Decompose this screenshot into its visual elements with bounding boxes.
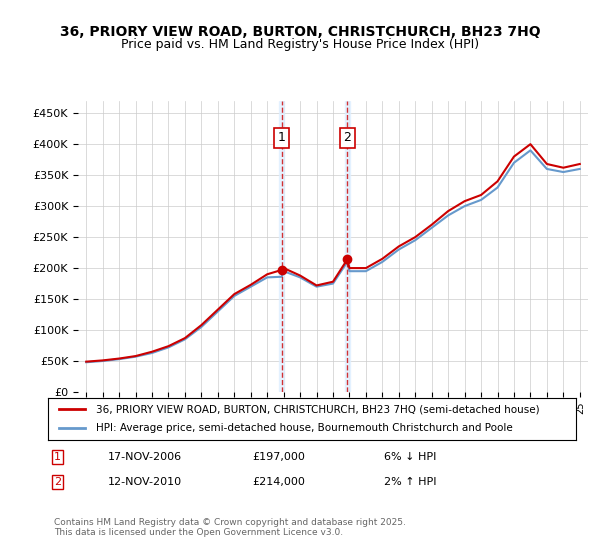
Text: 2% ↑ HPI: 2% ↑ HPI — [384, 477, 437, 487]
Text: £197,000: £197,000 — [252, 452, 305, 462]
Bar — [279, 101, 284, 392]
Text: 36, PRIORY VIEW ROAD, BURTON, CHRISTCHURCH, BH23 7HQ (semi-detached house): 36, PRIORY VIEW ROAD, BURTON, CHRISTCHUR… — [95, 404, 539, 414]
Text: 1: 1 — [278, 132, 286, 144]
Text: 2: 2 — [343, 132, 351, 144]
Text: 2: 2 — [54, 477, 61, 487]
Bar — [345, 101, 350, 392]
Text: 6% ↓ HPI: 6% ↓ HPI — [384, 452, 436, 462]
Text: £214,000: £214,000 — [252, 477, 305, 487]
Text: 1: 1 — [54, 452, 61, 462]
Text: 12-NOV-2010: 12-NOV-2010 — [108, 477, 182, 487]
Text: HPI: Average price, semi-detached house, Bournemouth Christchurch and Poole: HPI: Average price, semi-detached house,… — [95, 423, 512, 433]
Text: Price paid vs. HM Land Registry's House Price Index (HPI): Price paid vs. HM Land Registry's House … — [121, 38, 479, 51]
Text: 17-NOV-2006: 17-NOV-2006 — [108, 452, 182, 462]
Text: Contains HM Land Registry data © Crown copyright and database right 2025.
This d: Contains HM Land Registry data © Crown c… — [54, 518, 406, 538]
Text: 36, PRIORY VIEW ROAD, BURTON, CHRISTCHURCH, BH23 7HQ: 36, PRIORY VIEW ROAD, BURTON, CHRISTCHUR… — [59, 25, 541, 39]
